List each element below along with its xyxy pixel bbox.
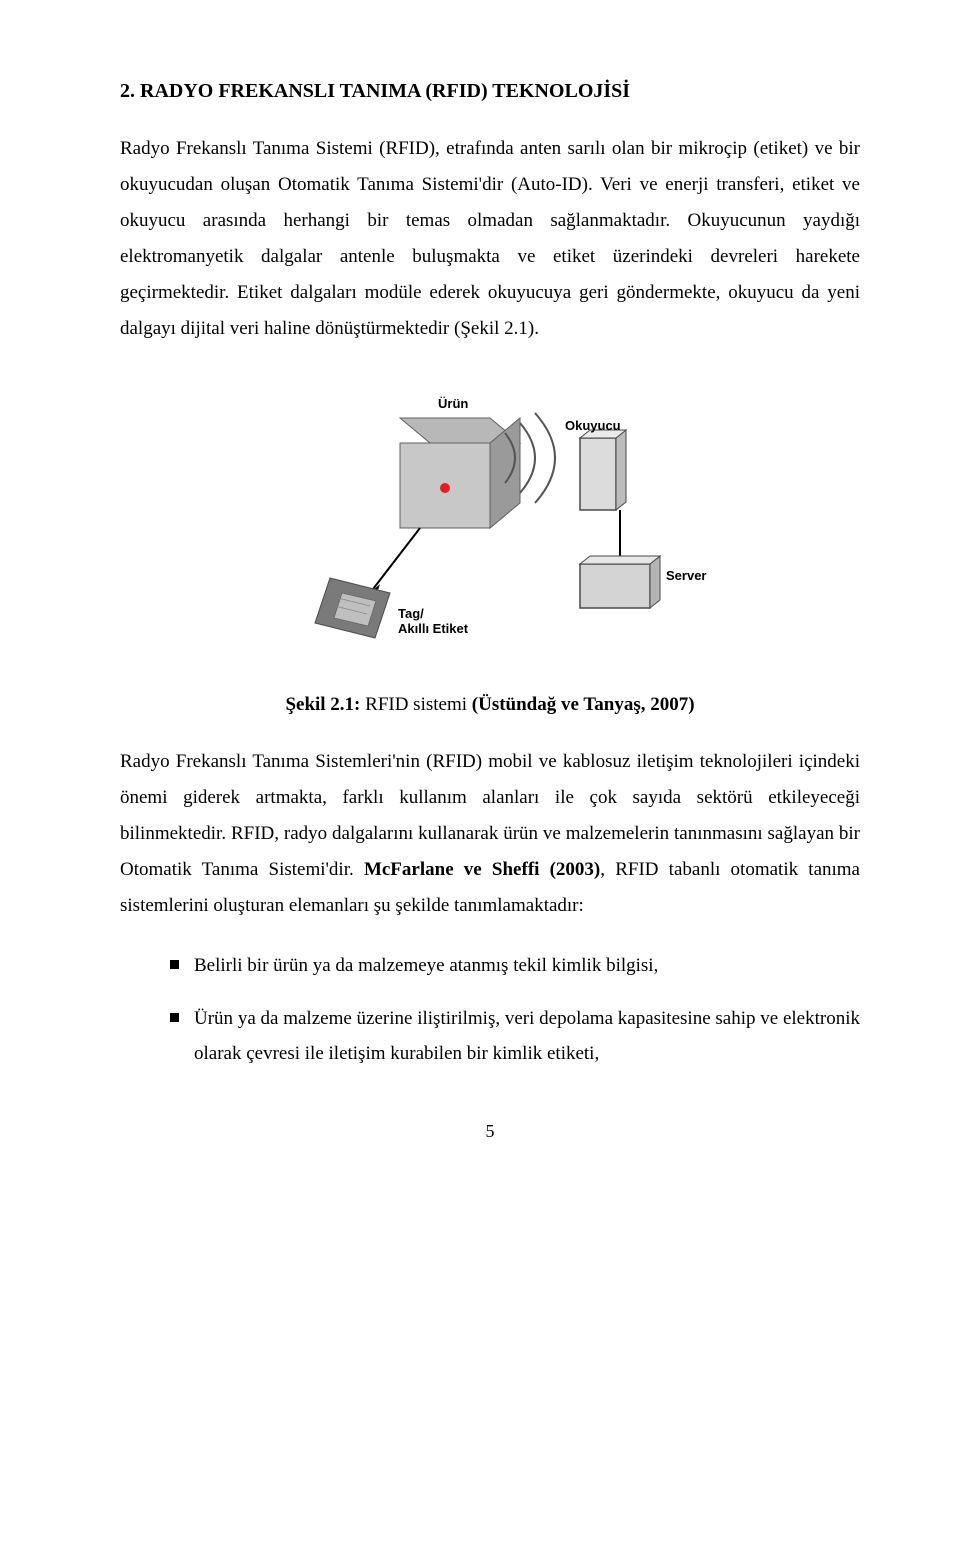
paragraph-1: Radyo Frekanslı Tanıma Sistemi (RFID), e… [120,131,860,348]
paragraph-2: Radyo Frekanslı Tanıma Sistemleri'nin (R… [120,744,860,924]
figure-label-server: Server [666,568,706,583]
figure-label-urun: Ürün [438,396,468,411]
figure-caption: Şekil 2.1: RFID sistemi (Üstündağ ve Tan… [120,694,860,716]
caption-number: Şekil 2.1: [285,694,360,715]
caption-text-a: RFID sistemi [360,694,471,715]
para2-citation: McFarlane ve Sheffi (2003) [364,859,600,880]
bullet-list: Belirli bir ürün ya da malzemeye atanmış… [120,948,860,1071]
reader-icon [580,430,626,510]
list-item: Belirli bir ürün ya da malzemeye atanmış… [170,948,860,983]
section-heading: 2. RADYO FREKANSLI TANIMA (RFID) TEKNOLO… [120,80,860,103]
list-item: Ürün ya da malzeme üzerine iliştirilmiş,… [170,1001,860,1071]
server-icon [580,556,660,608]
caption-citation: (Üstündağ ve Tanyaş, 2007) [472,694,695,715]
product-cube-icon [400,418,520,528]
figure-label-okuyucu: Okuyucu [565,418,621,433]
page-number: 5 [120,1121,860,1142]
figure-label-tag: Tag/ Akıllı Etiket [398,606,468,636]
arrow-to-tag-icon [370,528,420,596]
figure-rfid-system: Ürün Okuyucu Server Tag/ Akıllı Etiket [280,378,700,658]
